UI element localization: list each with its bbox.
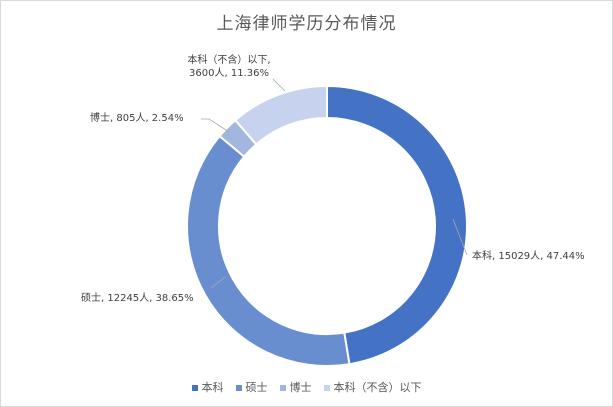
- legend-item-master: 硕士: [235, 379, 268, 395]
- legend-item-below-bachelor: 本科（不含）以下: [323, 379, 422, 395]
- legend-item-bachelor: 本科: [191, 379, 224, 395]
- slice-below-bachelor: [233, 84, 328, 146]
- legend-label-master: 硕士: [245, 381, 268, 394]
- data-label-master: 硕士, 12245人, 38.65%: [81, 291, 194, 304]
- leader-line-doctorate: [201, 118, 230, 133]
- data-label-below-bachelor: 3600人, 11.36%: [189, 67, 269, 79]
- legend-swatch-below-bachelor: [323, 385, 330, 391]
- legend-label-bachelor: 本科: [201, 381, 224, 394]
- legend-swatch-master: [235, 385, 242, 391]
- legend-label-below-bachelor: 本科（不含）以下: [333, 381, 422, 394]
- leader-line-below-bachelor: [272, 78, 286, 92]
- slice-master: [186, 134, 351, 367]
- slice-bachelor: [326, 84, 468, 366]
- chart-title: 上海律师学历分布情况: [216, 14, 397, 34]
- data-label-bachelor: 本科, 15029人, 47.44%: [472, 249, 585, 262]
- legend-swatch-bachelor: [191, 385, 198, 391]
- leader-line-master: [210, 276, 226, 289]
- leader-line-bachelor: [452, 218, 468, 256]
- data-label-doctorate: 博士, 805人, 2.54%: [90, 111, 184, 124]
- legend-swatch-doctorate: [279, 385, 286, 391]
- legend-label-doctorate: 博士: [289, 381, 312, 394]
- legend-item-doctorate: 博士: [279, 379, 312, 395]
- data-label-below-bachelor: 本科（不含）以下,: [187, 53, 270, 66]
- legend: 本科 硕士 博士 本科（不含）以下: [1, 379, 612, 395]
